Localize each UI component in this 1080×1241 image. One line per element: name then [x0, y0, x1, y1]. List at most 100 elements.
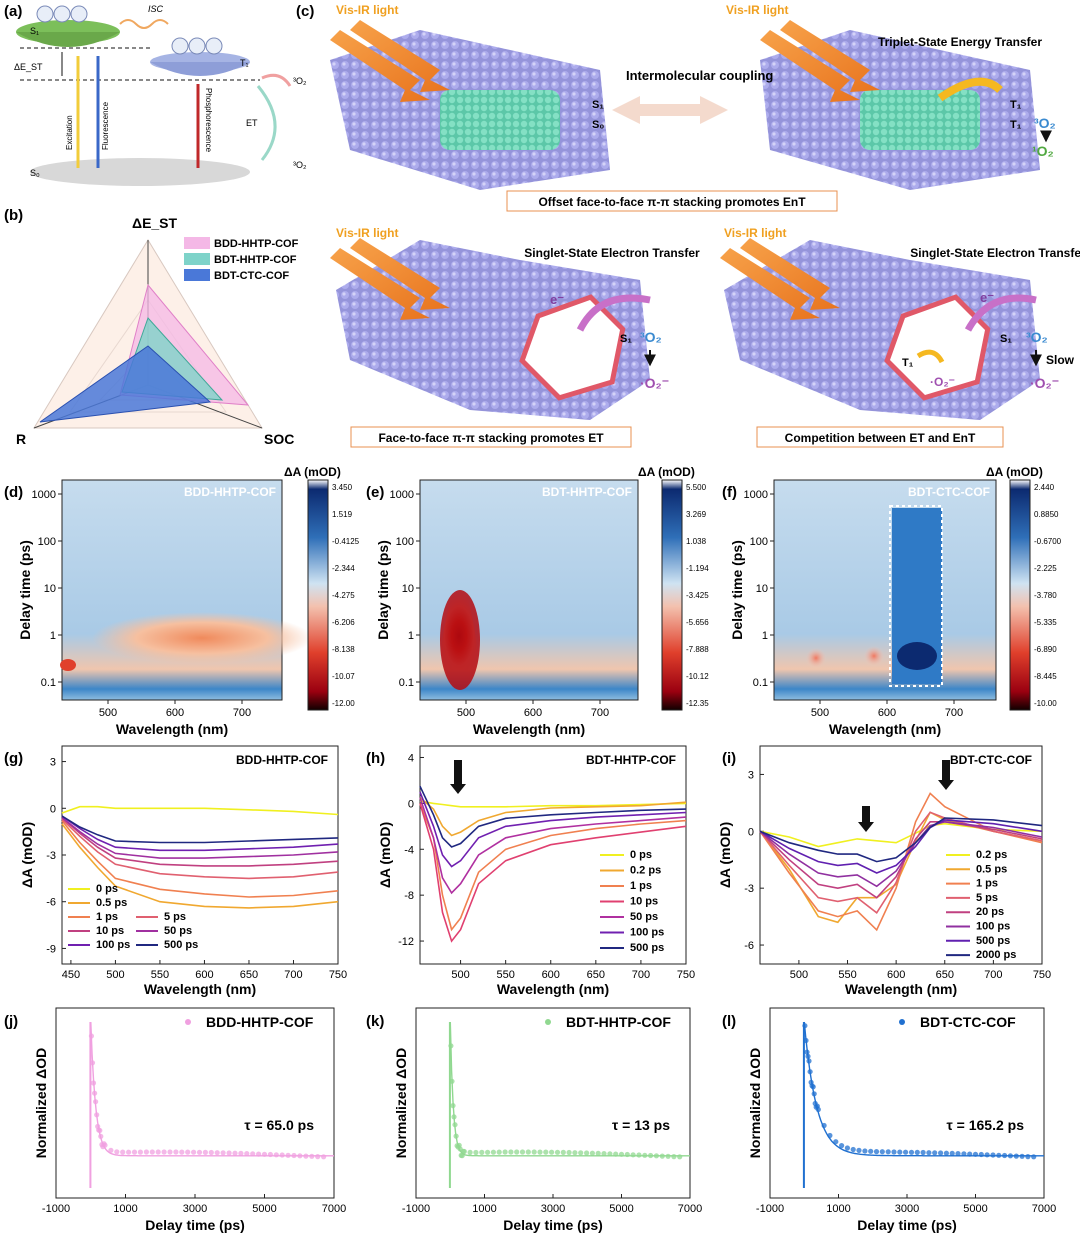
heatmap-plot-area: [773, 479, 997, 701]
xtick-label: 7000: [678, 1203, 702, 1215]
data-point: [833, 1139, 839, 1145]
legend-entry: 5 ps: [976, 892, 998, 904]
chart-title: BDD-HHTP-COF: [236, 753, 328, 767]
heatmap-title: BDT-HHTP-COF: [542, 485, 632, 499]
data-point: [273, 1152, 279, 1158]
data-point: [490, 1149, 496, 1155]
ylabel: ΔA (mOD): [377, 822, 393, 888]
data-point: [1007, 1153, 1014, 1159]
xlabel: Wavelength (nm): [497, 981, 609, 997]
legend-entry: 50 ps: [164, 925, 192, 937]
vis-ir-label-4: Vis-IR light: [724, 226, 786, 240]
data-point: [955, 1151, 961, 1157]
xtick-label: -1000: [402, 1203, 430, 1215]
xtick-label: 500: [451, 969, 469, 981]
caption-top-box: [506, 190, 838, 212]
superoxide-label-2: ·O₂⁻: [1030, 375, 1059, 391]
ytick-label: 1: [408, 630, 414, 642]
data-point: [595, 1150, 601, 1156]
legend-bdt-ctc: BDT-CTC-COF: [214, 270, 289, 282]
data-point: [949, 1150, 955, 1156]
legend-entry: 0.2 ps: [976, 849, 1007, 861]
xtick-label: 450: [62, 969, 80, 981]
series-line-1ps: [419, 803, 687, 932]
data-point: [214, 1150, 220, 1156]
data-point: [93, 1099, 99, 1105]
colorbar-tick: -5.335: [1034, 618, 1057, 627]
xtick-label: 500: [99, 707, 117, 719]
heatmap-panel-bdd-hhtp-cof: (d) BDD-HHTP-COF 1000 100 10 1 0.1 500 600 700 Wav…: [4, 465, 360, 737]
data-point: [461, 1148, 467, 1155]
heatmap-panel-bdt-hhtp-cof: (e) BDT-HHTP-COF 1000 100 10 1 0.1 500 600 700 Wav…: [366, 465, 709, 737]
colorbar-tick: 3.450: [332, 483, 353, 492]
xtick-label: 500: [106, 969, 124, 981]
colorbar: [307, 479, 329, 711]
colorbar-tick: -12.00: [332, 699, 355, 708]
xtick-label: 3000: [541, 1203, 565, 1215]
data-point: [636, 1152, 642, 1158]
data-point: [220, 1150, 226, 1156]
data-point: [938, 1150, 944, 1156]
data-point: [315, 1154, 321, 1160]
panel-label: (k): [366, 1013, 384, 1030]
legend-entry: 500 ps: [164, 939, 198, 951]
panel-label: (i): [722, 750, 736, 767]
colorbar-label: ΔA (mOD): [284, 465, 341, 479]
data-point: [943, 1150, 950, 1156]
xtick-label: 650: [587, 969, 605, 981]
chart-title: BDT-CTC-COF: [950, 753, 1032, 767]
ytick-label: 0: [748, 826, 754, 838]
slow-label: Slow: [1046, 353, 1075, 367]
xtick-label: 700: [591, 707, 609, 719]
energy-transfer-arrow: [937, 77, 1003, 102]
data-point: [149, 1149, 155, 1155]
heatmap-feature: [897, 642, 937, 670]
colorbar-tick: -0.4125: [332, 537, 360, 546]
heatmap-plot-area: [61, 479, 283, 701]
data-point: [885, 1149, 891, 1155]
legend-entry: 10 ps: [630, 896, 658, 908]
data-point: [805, 1053, 811, 1059]
colorbar-tick: -10.00: [1034, 699, 1057, 708]
series-line-100ps: [61, 815, 339, 852]
panel-label-a: (a): [4, 3, 22, 20]
kinetics-row: (j) -1000 1000 3000 5000 7000 BDD-HHTP-COF τ = …: [4, 1007, 1056, 1233]
legend-entry: 2000 ps: [976, 949, 1016, 961]
xtick-label: 600: [524, 707, 542, 719]
colorbar-tick: -3.780: [1034, 591, 1057, 600]
data-point: [804, 1049, 810, 1055]
radar-bdt-ctc: [39, 345, 212, 423]
ytick-label: 0.1: [399, 677, 414, 689]
data-point: [908, 1149, 915, 1155]
data-point: [98, 1133, 104, 1139]
ytick-label: 3: [50, 757, 56, 769]
chart-title: BDT-HHTP-COF: [586, 753, 676, 767]
colorbar-tick: 2.440: [1034, 483, 1055, 492]
tau-annotation: τ = 65.0 ps: [244, 1117, 314, 1133]
t1-c-label-2: T₁: [1010, 119, 1022, 131]
data-point: [309, 1153, 315, 1159]
heatmap-feature: [60, 659, 76, 671]
vis-ir-label-3: Vis-IR light: [336, 226, 398, 240]
xtick-label: 600: [542, 969, 560, 981]
kinetics-panel-bdt-hhtp-cof: (k) -1000 1000 3000 5000 7000 BDT-HHTP-COF τ = …: [366, 1007, 702, 1233]
data-point: [984, 1152, 990, 1158]
series-line-10ps: [419, 803, 687, 943]
data-point: [473, 1149, 479, 1156]
inner-et-arrow: [916, 349, 945, 364]
heatmap-title: BDT-CTC-COF: [908, 485, 990, 499]
colorbar-tick: -12.35: [686, 699, 709, 708]
data-point: [891, 1149, 897, 1155]
ytick-label: 0: [408, 798, 414, 810]
legend-entry: 100 ps: [976, 921, 1010, 933]
data-point: [88, 1033, 94, 1039]
s1-c-label: S₁: [592, 99, 604, 111]
data-point: [450, 1103, 456, 1109]
spectrum-panel-bdt-ctc-cof: (i) 500 550 600 650 700 750 3 0 -3 -6 BDT-CTC-COF Wa…: [717, 745, 1051, 997]
panel-label: (h): [366, 750, 385, 767]
data-point: [321, 1154, 327, 1160]
intermolecular-text: Intermolecular coupling: [626, 68, 773, 83]
xlabel: Wavelength (nm): [829, 721, 941, 737]
legend-entry: 10 ps: [96, 925, 124, 937]
heatmap-feature: [92, 612, 312, 664]
